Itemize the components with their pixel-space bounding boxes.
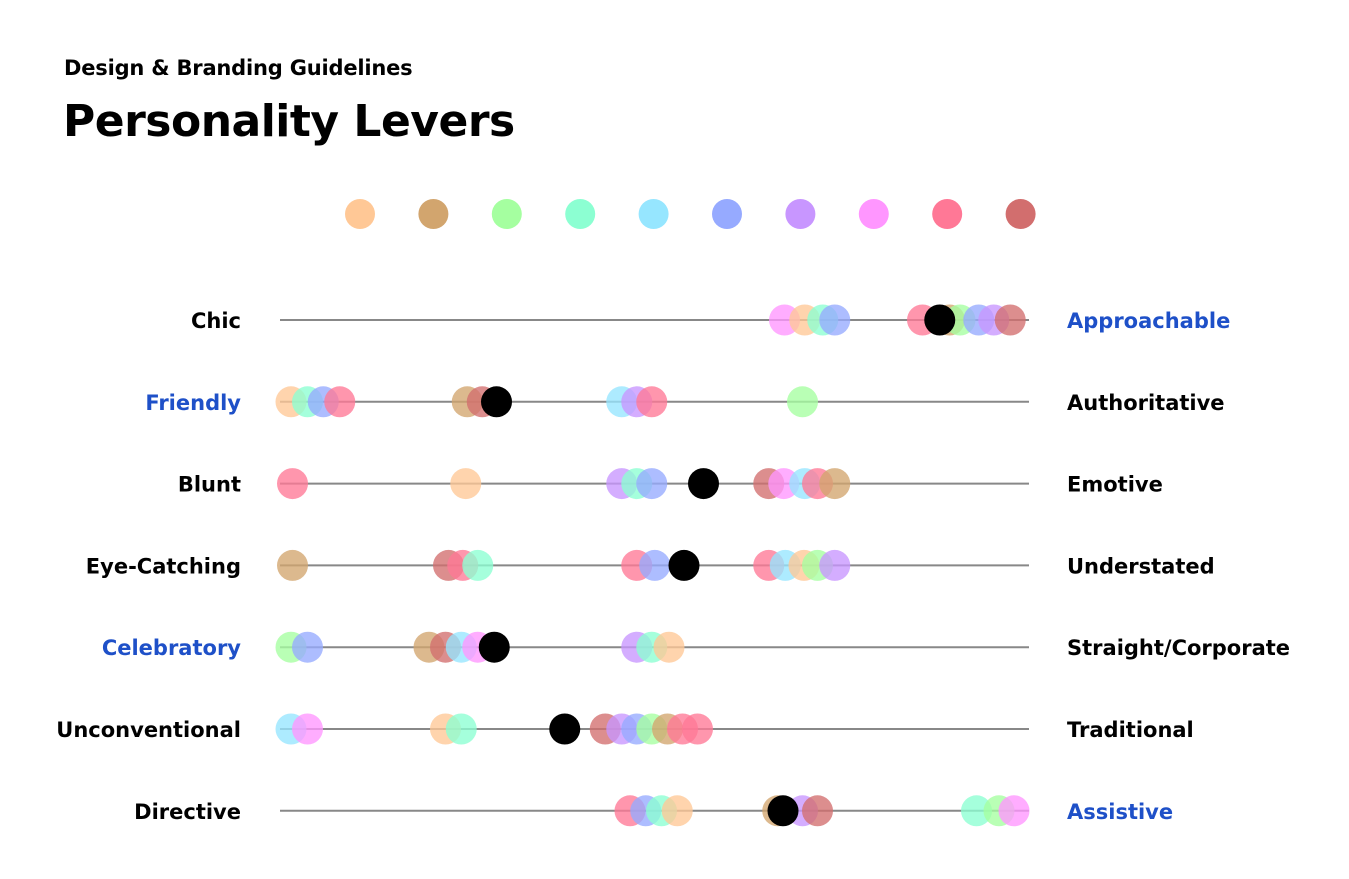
data-point	[462, 549, 494, 581]
brand-marker	[478, 631, 510, 663]
legend-swatch-8	[858, 199, 889, 229]
legend-swatch-4	[565, 199, 596, 229]
slider-row: Friendly Authoritative	[145, 386, 1225, 418]
brand-marker	[481, 386, 512, 418]
brand-marker	[688, 468, 719, 500]
legend-swatch-6	[712, 199, 742, 229]
right-label: Emotive	[1067, 473, 1163, 497]
data-point	[961, 795, 992, 827]
page-title: Personality Levers	[63, 96, 515, 147]
data-point	[819, 549, 851, 581]
data-point	[653, 631, 685, 663]
left-label: Chic	[191, 309, 241, 333]
slider-row: Eye-Catching Understated	[86, 549, 1215, 581]
brand-marker	[549, 713, 581, 745]
left-label: Friendly	[145, 391, 241, 415]
right-label: Assistive	[1067, 800, 1173, 824]
color-legend	[345, 199, 1036, 229]
slider-row: Blunt Emotive	[178, 468, 1163, 500]
legend-swatch-7	[785, 199, 816, 229]
legend-swatch-10	[1005, 199, 1036, 229]
data-point	[639, 549, 671, 581]
data-point	[819, 304, 851, 336]
data-point	[292, 631, 323, 663]
legend-swatch-3	[491, 199, 522, 229]
left-label: Celebratory	[102, 636, 241, 660]
data-point	[636, 386, 668, 418]
brand-marker	[767, 795, 799, 827]
data-point	[802, 795, 833, 827]
slider-rows: Chic Approachable Friendly Authoritative Blu…	[56, 304, 1290, 827]
data-point	[787, 386, 818, 418]
data-point	[292, 713, 323, 745]
left-label: Directive	[134, 800, 241, 824]
slider-row: Unconventional Traditional	[56, 713, 1194, 745]
right-label: Understated	[1067, 554, 1215, 578]
data-point	[277, 468, 308, 500]
data-point	[661, 795, 693, 827]
left-label: Eye-Catching	[86, 554, 241, 578]
left-label: Unconventional	[56, 718, 241, 742]
legend-swatch-2	[418, 199, 449, 229]
data-point	[450, 468, 482, 500]
data-point	[682, 713, 713, 745]
data-point	[819, 468, 851, 500]
legend-swatch-1	[345, 199, 375, 229]
slider-row: Celebratory Straight/Corporate	[102, 631, 1290, 663]
page-subtitle: Design & Branding Guidelines	[64, 56, 413, 80]
legend-swatch-5	[638, 199, 669, 229]
legend-swatch-9	[932, 199, 963, 229]
brand-marker	[924, 304, 956, 336]
data-point	[636, 468, 668, 500]
data-point	[994, 304, 1026, 336]
right-label: Traditional	[1067, 718, 1194, 742]
slider-row: Chic Approachable	[191, 304, 1230, 336]
right-label: Authoritative	[1067, 391, 1225, 415]
right-label: Approachable	[1067, 309, 1230, 333]
slider-row: Directive Assistive	[134, 795, 1173, 827]
data-point	[998, 795, 1030, 827]
data-point	[445, 713, 477, 745]
data-point	[277, 549, 308, 581]
right-label: Straight/Corporate	[1067, 636, 1290, 660]
left-label: Blunt	[178, 473, 241, 497]
brand-marker	[668, 549, 700, 581]
data-point	[324, 386, 356, 418]
